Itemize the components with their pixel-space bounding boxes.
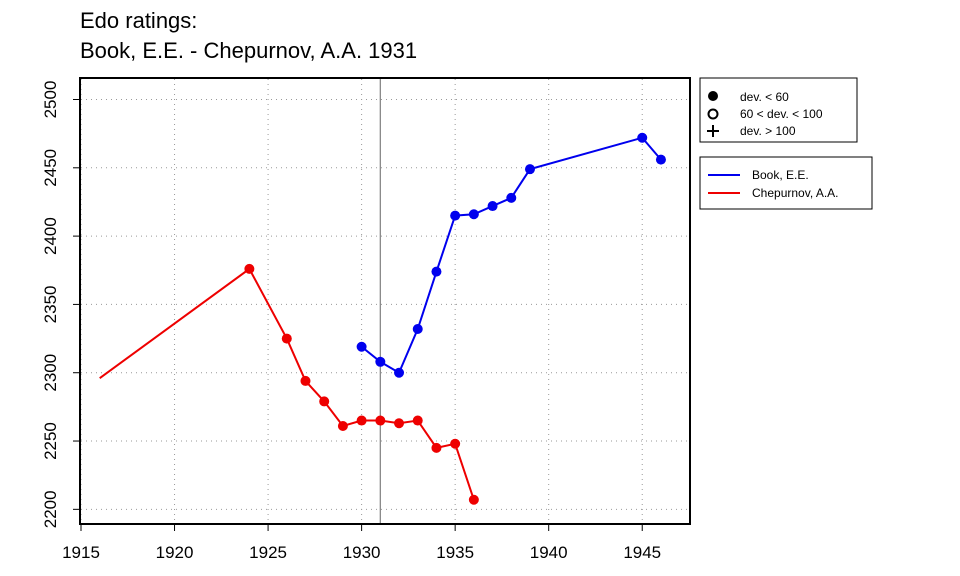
data-point bbox=[468, 209, 479, 220]
data-point bbox=[394, 367, 405, 378]
y-tick-label: 2500 bbox=[41, 81, 60, 119]
marker-legend-box bbox=[699, 77, 858, 143]
series-legend: Book, E.E. Chepurnov, A.A. bbox=[699, 156, 873, 210]
data-point bbox=[394, 418, 405, 429]
data-point bbox=[506, 192, 517, 203]
legend-marker-label-2: 60 < dev. < 100 bbox=[740, 107, 823, 121]
x-tick-label: 1915 bbox=[62, 543, 100, 562]
data-point bbox=[319, 396, 330, 407]
plot-frame bbox=[79, 77, 691, 525]
data-point bbox=[450, 438, 461, 449]
data-point bbox=[375, 415, 386, 426]
y-tick-label: 2200 bbox=[41, 490, 60, 528]
x-tick-label: 1940 bbox=[530, 543, 568, 562]
data-point bbox=[412, 415, 423, 426]
data-point bbox=[431, 266, 442, 277]
data-point bbox=[244, 263, 255, 274]
legend-marker-open bbox=[707, 108, 719, 120]
chart-title-line-2: Book, E.E. - Chepurnov, A.A. 1931 bbox=[80, 38, 418, 63]
series-legend-box bbox=[699, 156, 873, 210]
series-line-1 bbox=[99, 267, 475, 501]
x-tick-label: 1935 bbox=[436, 543, 474, 562]
data-point bbox=[468, 494, 479, 505]
x-tick-label: 1945 bbox=[623, 543, 661, 562]
y-tick-label: 2250 bbox=[41, 422, 60, 460]
data-point bbox=[281, 333, 292, 344]
legend-marker-label-1: dev. < 60 bbox=[740, 90, 789, 104]
data-point bbox=[375, 356, 386, 367]
y-tick-label: 2400 bbox=[41, 217, 60, 255]
data-point bbox=[337, 421, 348, 432]
grid bbox=[80, 79, 689, 523]
x-tick-label: 1930 bbox=[343, 543, 381, 562]
legend-marker-label-3: dev. > 100 bbox=[740, 124, 796, 138]
data-point bbox=[431, 442, 442, 453]
x-axis: 1915 1920 1925 1930 1935 1940 1945 bbox=[62, 524, 661, 562]
legend-marker-filled bbox=[708, 91, 718, 101]
y-tick-label: 2450 bbox=[41, 149, 60, 187]
legend-label-book: Book, E.E. bbox=[752, 168, 809, 182]
data-point bbox=[637, 132, 648, 143]
data-point bbox=[300, 375, 311, 386]
data-point bbox=[487, 201, 498, 212]
y-tick-label: 2300 bbox=[41, 354, 60, 392]
data-point bbox=[450, 210, 461, 221]
x-tick-label: 1925 bbox=[249, 543, 287, 562]
marker-legend: dev. < 60 60 < dev. < 100 dev. > 100 bbox=[699, 77, 858, 143]
data-point bbox=[412, 324, 423, 335]
series-group bbox=[99, 132, 666, 505]
data-point bbox=[655, 154, 666, 165]
data-point bbox=[524, 164, 535, 175]
legend-label-chepurnov: Chepurnov, A.A. bbox=[752, 186, 839, 200]
chart-title-line-1: Edo ratings: bbox=[80, 8, 198, 33]
data-point bbox=[356, 341, 367, 352]
y-axis: 2200 2250 2300 2350 2400 2450 2500 bbox=[41, 81, 80, 528]
series-line-0 bbox=[360, 136, 662, 375]
y-tick-label: 2350 bbox=[41, 286, 60, 324]
data-point bbox=[356, 415, 367, 426]
legend-marker-plus bbox=[707, 125, 719, 137]
x-tick-label: 1920 bbox=[156, 543, 194, 562]
